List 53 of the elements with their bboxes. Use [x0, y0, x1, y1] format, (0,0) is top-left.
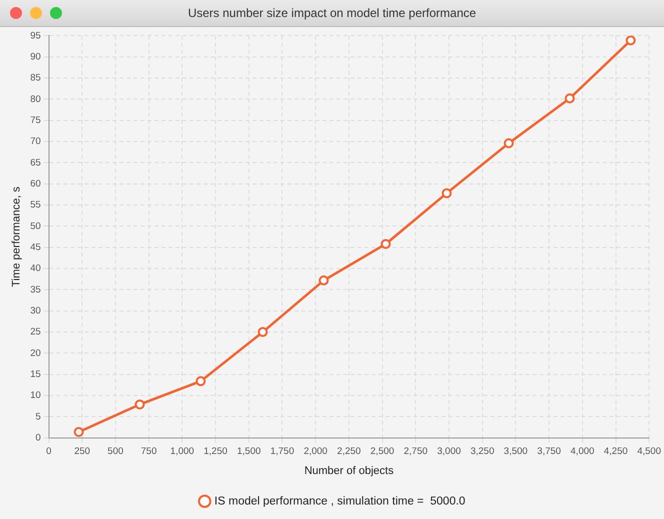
y-tick-label: 15: [30, 369, 41, 380]
x-tick-label: 1,750: [270, 446, 294, 458]
y-tick-label: 85: [30, 72, 41, 84]
x-tick-label: 2,750: [404, 446, 428, 458]
point: [318, 275, 329, 286]
y-tick-label: 70: [30, 136, 41, 148]
x-tick-label: 1,000: [170, 446, 194, 458]
x-tick-label: 1,500: [236, 446, 261, 458]
y-tick-label: 90: [30, 51, 41, 62]
x-tick-label: 4,500: [637, 446, 662, 458]
point: [258, 327, 268, 338]
y-tick-label: 75: [30, 115, 41, 126]
x-axis-title: Number of objects: [304, 464, 394, 477]
y-tick-label: 60: [30, 178, 41, 190]
point: [380, 239, 391, 249]
x-tick-label: 1,250: [204, 446, 228, 458]
x-tick-label: 3,250: [470, 446, 494, 458]
y-tick-label: 25: [30, 326, 41, 338]
point: [564, 93, 575, 104]
chart-title: Users number size impact on model time performance: [186, 6, 478, 20]
y-tick-label: 80: [30, 94, 41, 105]
x-tick-label: 4,250: [604, 446, 628, 458]
x-tick-label: 2,000: [304, 446, 328, 458]
y-tick-label: 0: [35, 432, 41, 444]
y-tick-label: 55: [30, 200, 41, 211]
x-tick-label: 0: [46, 446, 52, 458]
x-tick-label: 2,250: [337, 446, 361, 458]
x-tick-label: 2,500: [370, 446, 394, 458]
point: [74, 426, 84, 437]
legend-label: IS model performance , simulation time = 5000.0: [214, 495, 466, 508]
y-tick-label: 65: [30, 157, 41, 168]
y-tick-label: 40: [30, 263, 41, 274]
x-tick-label: 3,500: [504, 446, 528, 458]
x-tick-label: 750: [140, 446, 157, 458]
point: [442, 188, 452, 198]
x-tick-label: 4,000: [570, 446, 594, 458]
point: [196, 376, 206, 386]
point: [626, 36, 636, 46]
y-tick-label: 35: [30, 284, 41, 296]
y-tick-label: 10: [30, 390, 41, 402]
y-tick-label: 45: [30, 242, 41, 254]
point: [504, 138, 514, 148]
point: [134, 399, 145, 410]
x-tick-label: 3,000: [437, 446, 461, 458]
x-tick-label: 3,750: [537, 446, 561, 458]
y-axis-title: Time performance, s: [10, 186, 23, 288]
x-tick-label: 500: [108, 446, 124, 458]
y-tick-label: 95: [30, 30, 41, 42]
y-tick-label: 5: [35, 411, 41, 422]
y-tick-label: 30: [30, 306, 41, 317]
x-tick-label: 250: [74, 446, 90, 458]
y-tick-label: 50: [30, 220, 41, 232]
y-tick-label: 20: [30, 348, 41, 359]
